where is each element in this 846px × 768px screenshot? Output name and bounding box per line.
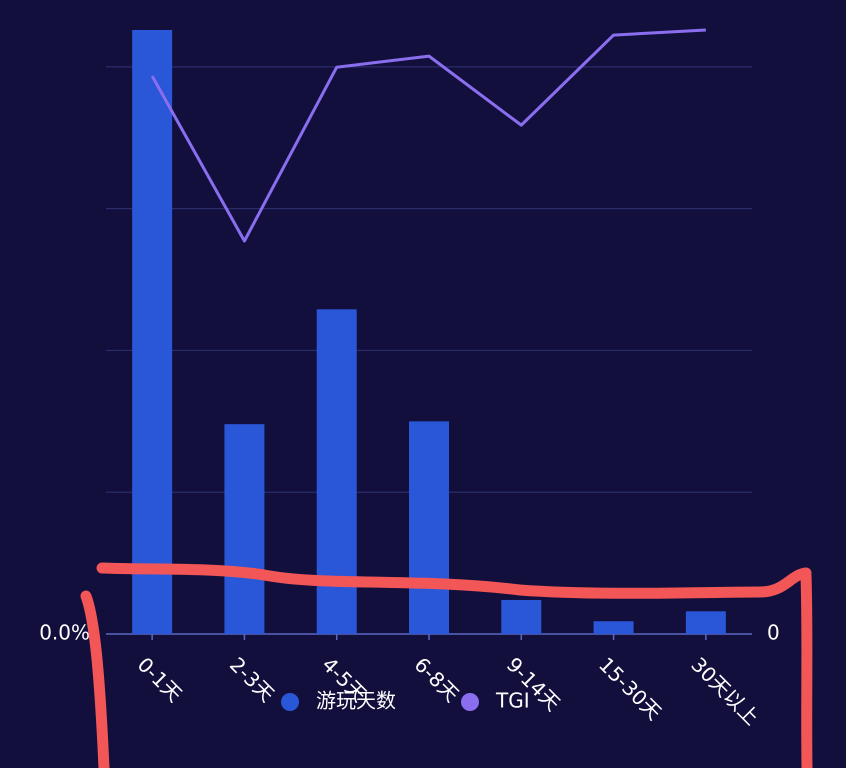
legend-label: 游玩天数 [316,689,396,713]
highlight-stroke [96,562,812,599]
y2-tick-label: 0 [767,621,780,645]
highlight-stroke [80,590,110,768]
y-tick-label: 0.0% [39,621,90,645]
legend-marker [281,693,299,711]
bar [132,30,173,634]
bar [224,424,265,634]
legend-label: TGI [495,689,530,713]
line [150,28,706,243]
legend-marker [461,693,479,711]
bar [593,621,634,634]
bar [409,421,449,634]
highlight-stroke [800,569,813,768]
annotation [80,562,813,768]
bar [501,599,542,634]
bar [685,611,726,634]
